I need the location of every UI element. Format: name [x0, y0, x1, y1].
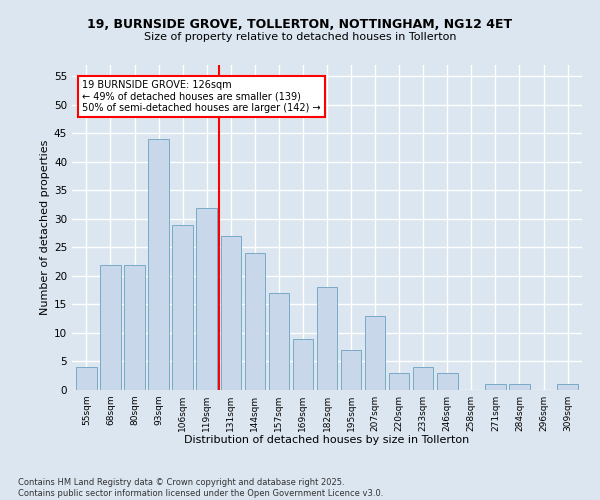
Bar [172, 224, 193, 390]
Bar [100, 264, 121, 390]
Bar [341, 350, 361, 390]
Bar [148, 139, 169, 390]
Bar [389, 373, 409, 390]
Bar [245, 253, 265, 390]
Y-axis label: Number of detached properties: Number of detached properties [40, 140, 50, 315]
Bar [221, 236, 241, 390]
Bar [269, 293, 289, 390]
Bar [196, 208, 217, 390]
X-axis label: Distribution of detached houses by size in Tollerton: Distribution of detached houses by size … [184, 436, 470, 446]
Bar [124, 264, 145, 390]
Bar [76, 367, 97, 390]
Text: 19, BURNSIDE GROVE, TOLLERTON, NOTTINGHAM, NG12 4ET: 19, BURNSIDE GROVE, TOLLERTON, NOTTINGHA… [88, 18, 512, 30]
Text: Size of property relative to detached houses in Tollerton: Size of property relative to detached ho… [144, 32, 456, 42]
Bar [365, 316, 385, 390]
Bar [293, 338, 313, 390]
Bar [317, 288, 337, 390]
Text: 19 BURNSIDE GROVE: 126sqm
← 49% of detached houses are smaller (139)
50% of semi: 19 BURNSIDE GROVE: 126sqm ← 49% of detac… [82, 80, 321, 113]
Bar [413, 367, 433, 390]
Text: Contains HM Land Registry data © Crown copyright and database right 2025.
Contai: Contains HM Land Registry data © Crown c… [18, 478, 383, 498]
Bar [509, 384, 530, 390]
Bar [557, 384, 578, 390]
Bar [437, 373, 458, 390]
Bar [485, 384, 506, 390]
